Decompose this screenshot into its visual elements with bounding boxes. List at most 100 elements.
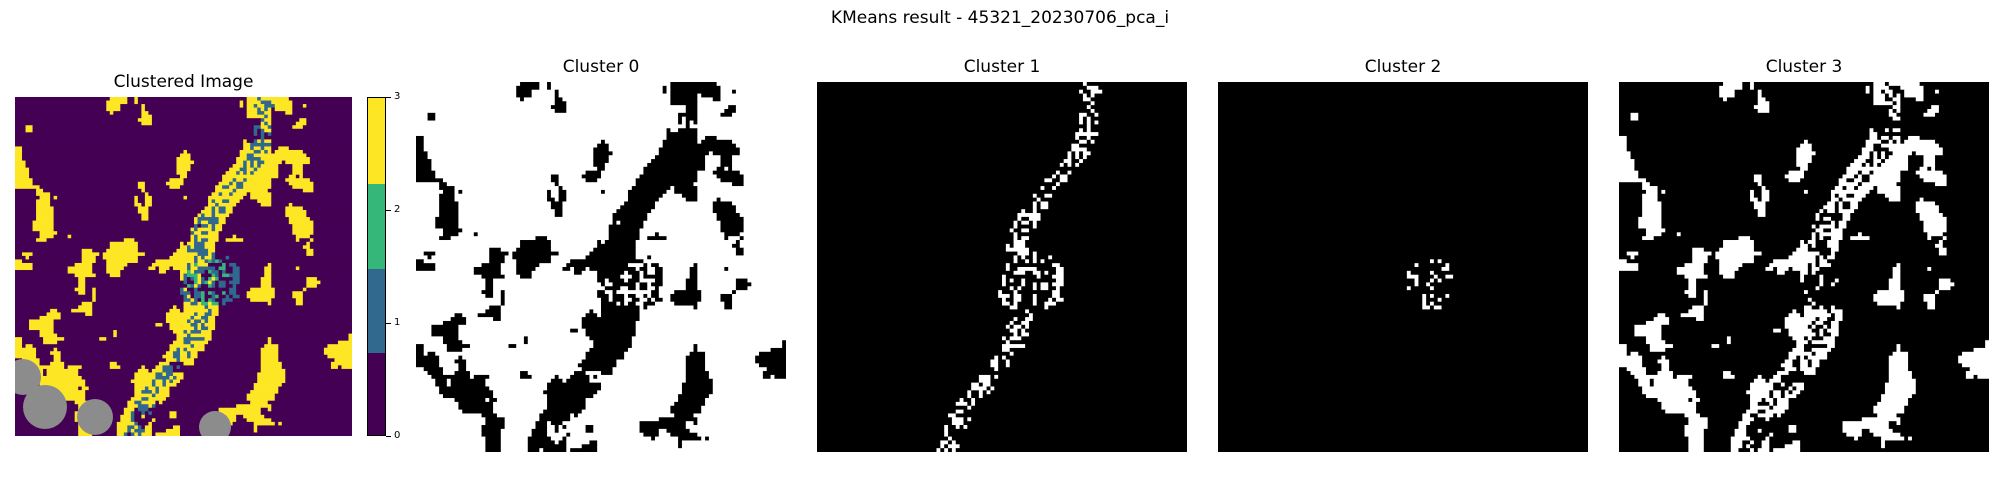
pixel-run [67, 266, 93, 271]
pixel-run [716, 213, 741, 218]
pixel-run [585, 405, 671, 410]
pixel-run [1892, 105, 1901, 110]
pixel-run [1923, 112, 1936, 118]
pixel-run [1021, 336, 1187, 341]
pixel-run [604, 139, 664, 145]
pixel-run [589, 378, 687, 384]
pixel-run [1834, 336, 1989, 341]
pixel-run [134, 407, 139, 412]
pixel-run [243, 146, 251, 151]
pixel-run [585, 401, 675, 407]
pixel-run [264, 270, 272, 274]
pixel-run [416, 220, 436, 225]
pixel-run [1218, 143, 1588, 148]
pixel-run [1804, 189, 1809, 195]
pixel-run [589, 251, 637, 256]
pixel-run [817, 93, 1084, 98]
pixel-run [593, 344, 633, 349]
pixel-run [639, 297, 648, 303]
pixel-run [1649, 182, 1759, 187]
pixel-run [1218, 382, 1588, 387]
pixel-run [1819, 332, 1824, 337]
pixel-run [1834, 317, 1843, 322]
pixel-run [1746, 444, 1751, 449]
pixel-run [597, 440, 679, 445]
pixel-run [53, 330, 114, 334]
pixel-run [959, 398, 964, 403]
pixel-run [1865, 85, 1870, 91]
pixel-run [1437, 259, 1442, 264]
pixel-run [127, 425, 135, 430]
pixel-run [1696, 293, 1705, 299]
pixel-run [1857, 182, 1863, 187]
pixel-run [204, 245, 216, 250]
pixel-run [1911, 374, 1967, 380]
pixel-run [535, 236, 548, 241]
pixel-run [817, 220, 1014, 225]
pixel-run [1619, 409, 1666, 414]
pixel-run [1661, 336, 1728, 341]
pixel-run [817, 386, 972, 391]
pixel-run [1082, 82, 1088, 87]
pixel-run [1857, 232, 1863, 237]
pixel-run [439, 182, 448, 187]
pixel-run [558, 189, 567, 195]
pixel-run [22, 157, 177, 161]
pixel-run [743, 178, 786, 183]
pixel-run [29, 323, 55, 327]
pixel-run [1888, 286, 1901, 291]
pixel-run [1757, 108, 1770, 114]
pixel-run [416, 197, 440, 202]
cluster-0-panel [416, 82, 786, 452]
pixel-run [817, 413, 949, 418]
pixel-run [516, 259, 552, 264]
pixel-run [416, 386, 440, 391]
pixel-run [1619, 293, 1689, 299]
pixel-run [1013, 240, 1026, 245]
pixel-run [1796, 425, 1843, 430]
pixel-run [274, 291, 293, 296]
pixel-run [416, 367, 425, 372]
pixel-run [137, 100, 241, 105]
pixel-run [187, 347, 205, 352]
pixel-run [1626, 347, 1651, 353]
pixel-run [1834, 282, 1890, 287]
pixel-run [215, 259, 219, 264]
pixel-run [239, 270, 265, 274]
pixel-run [1422, 297, 1427, 303]
pixel-run [1005, 324, 1011, 330]
pixel-run [1753, 247, 1797, 252]
pixel-run [1861, 178, 1870, 183]
pixel-run [15, 337, 23, 342]
pixel-run [1815, 270, 1894, 276]
pixel-run [123, 266, 149, 271]
colorbar-tick-label: 1 [394, 317, 401, 328]
pixel-run [500, 270, 517, 276]
pixel-run [1796, 367, 1801, 372]
pixel-run [162, 400, 251, 405]
pixel-run [446, 182, 556, 187]
pixel-run [1773, 401, 1778, 407]
pixel-run [1919, 174, 1948, 179]
pixel-run [1649, 347, 1666, 353]
pixel-run [1823, 320, 1832, 326]
pixel-run [1734, 93, 1759, 98]
pixel-run [257, 104, 265, 108]
pixel-run [581, 409, 671, 414]
pixel-run [309, 245, 352, 250]
pixel-run [697, 101, 786, 106]
pixel-run [1218, 320, 1588, 326]
pixel-run [1896, 344, 1901, 349]
pixel-run [1908, 401, 1989, 407]
pixel-run [1426, 293, 1431, 299]
pixel-run [1059, 178, 1068, 183]
pixel-run [1819, 251, 1832, 256]
pixel-run [516, 344, 594, 349]
pixel-run [106, 266, 125, 271]
pixel-run [439, 386, 490, 391]
pixel-run [643, 259, 786, 264]
pixel-run [1028, 251, 1034, 256]
pixel-run [439, 213, 459, 218]
pixel-run [15, 199, 37, 204]
pixel-run [1842, 425, 1890, 430]
